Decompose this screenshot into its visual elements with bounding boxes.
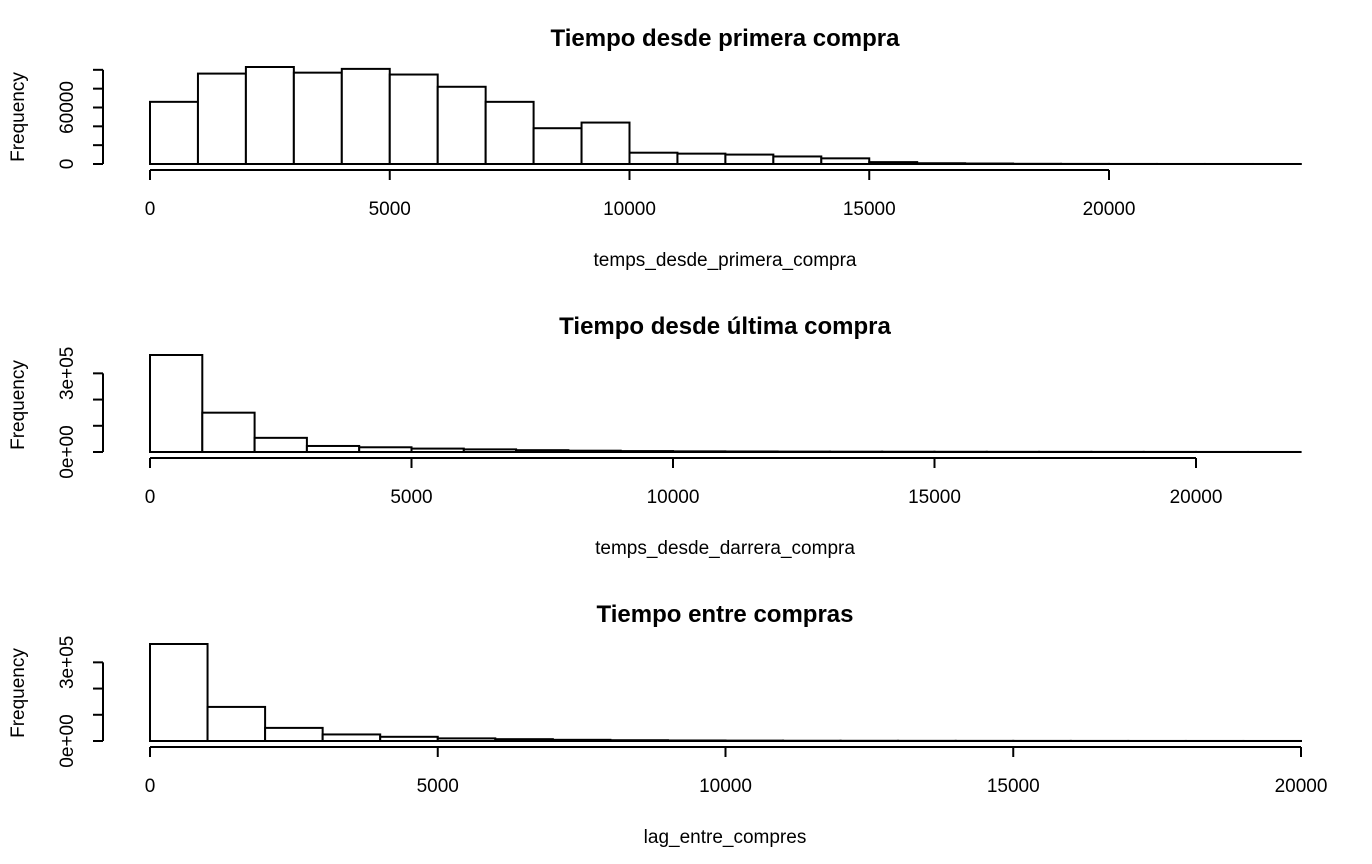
x-tick-label: 0 — [145, 487, 156, 508]
histogram-bar — [340, 67, 391, 165]
x-tick-label: 10000 — [603, 199, 656, 220]
chart-title: Tiempo desde primera compra — [550, 25, 900, 52]
x-axis-label: temps_desde_primera_compra — [594, 250, 857, 271]
x-tick-label: 10000 — [647, 487, 700, 508]
y-tick-label: 60000 — [57, 81, 78, 134]
histogram-bar — [676, 152, 727, 166]
histogram-bar — [253, 436, 308, 453]
x-tick-label: 20000 — [1170, 487, 1223, 508]
histogram-bar — [149, 643, 209, 742]
x-tick-label: 5000 — [390, 487, 432, 508]
y-tick-label: 0 — [57, 159, 78, 170]
panel-ultima-compra: Tiempo desde última compra temps_desde_d… — [8, 313, 1302, 559]
y-axis-label: Frequency — [8, 648, 29, 738]
y-tick-label: 3e+05 — [57, 636, 78, 689]
histogram-bar — [149, 100, 199, 165]
bars — [149, 643, 1302, 743]
histogram-bar — [436, 85, 487, 165]
histogram-bar — [628, 151, 679, 166]
histogram-bar — [388, 73, 439, 165]
panel-entre-compras: Tiempo entre compras lag_entre_compres F… — [8, 601, 1327, 848]
histogram-bar — [580, 121, 631, 166]
bars — [149, 66, 1302, 166]
histogram-bar — [292, 71, 343, 165]
x-axis: 0 5000 10000 15000 20000 — [145, 457, 1223, 508]
x-tick-label: 5000 — [369, 199, 411, 220]
histogram-bar — [532, 127, 583, 165]
histogram-bar — [484, 100, 535, 165]
bars — [149, 354, 1302, 454]
chart-title: Tiempo desde última compra — [559, 313, 891, 340]
histogram-bar — [772, 155, 823, 165]
histogram-bar — [244, 66, 295, 165]
x-tick-label: 10000 — [699, 776, 752, 797]
x-tick-label: 20000 — [1083, 199, 1136, 220]
x-axis: 0 5000 10000 15000 20000 — [145, 746, 1328, 797]
x-tick-label: 0 — [145, 776, 156, 797]
x-tick-label: 15000 — [843, 199, 896, 220]
x-tick-label: 0 — [145, 199, 156, 220]
y-tick-label: 3e+05 — [57, 347, 78, 400]
y-axis: 0e+00 3e+05 — [57, 347, 104, 479]
histogram-bar — [201, 411, 256, 454]
y-tick-label: 0e+00 — [57, 714, 78, 767]
histogram-bar — [264, 726, 324, 743]
x-tick-label: 15000 — [908, 487, 961, 508]
histogram-bar — [196, 72, 247, 165]
x-axis-label: lag_entre_compres — [644, 827, 807, 848]
x-tick-label: 15000 — [987, 776, 1040, 797]
x-axis-label: temps_desde_darrera_compra — [595, 538, 855, 559]
chart-title: Tiempo entre compras — [597, 601, 854, 628]
x-tick-label: 5000 — [417, 776, 459, 797]
histogram-bar — [724, 153, 775, 165]
y-axis: 0 60000 — [57, 68, 104, 170]
y-axis-label: Frequency — [8, 72, 29, 162]
panel-primera-compra: Tiempo desde primera compra temps_desde_… — [8, 25, 1302, 271]
histogram-bar — [206, 705, 267, 743]
y-tick-label: 0e+00 — [57, 425, 78, 478]
y-axis: 0e+00 3e+05 — [57, 636, 104, 768]
y-axis-label: Frequency — [8, 360, 29, 450]
histogram-bar — [149, 354, 204, 453]
x-axis: 0 5000 10000 15000 20000 — [145, 169, 1136, 220]
x-tick-label: 20000 — [1275, 776, 1328, 797]
